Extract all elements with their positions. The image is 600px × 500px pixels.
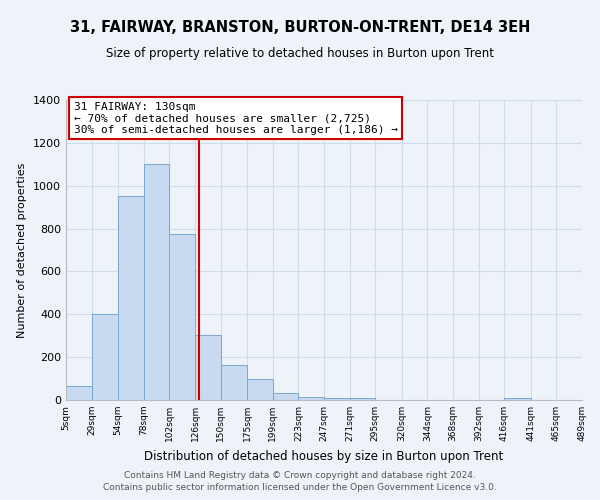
- Bar: [504, 398, 531, 400]
- Text: 31 FAIRWAY: 130sqm
← 70% of detached houses are smaller (2,725)
30% of semi-deta: 31 FAIRWAY: 130sqm ← 70% of detached hou…: [74, 102, 398, 134]
- Bar: [324, 398, 350, 400]
- Bar: [195, 334, 221, 400]
- Text: Contains public sector information licensed under the Open Government Licence v3: Contains public sector information licen…: [103, 484, 497, 492]
- X-axis label: Distribution of detached houses by size in Burton upon Trent: Distribution of detached houses by size …: [145, 450, 503, 462]
- Bar: [247, 378, 273, 400]
- Y-axis label: Number of detached properties: Number of detached properties: [17, 162, 28, 338]
- Text: Size of property relative to detached houses in Burton upon Trent: Size of property relative to detached ho…: [106, 48, 494, 60]
- Bar: [298, 397, 324, 400]
- Bar: [221, 364, 247, 400]
- Bar: [92, 314, 118, 400]
- Bar: [350, 398, 375, 400]
- Bar: [66, 386, 92, 400]
- Bar: [118, 196, 144, 400]
- Bar: [169, 234, 195, 400]
- Text: Contains HM Land Registry data © Crown copyright and database right 2024.: Contains HM Land Registry data © Crown c…: [124, 471, 476, 480]
- Bar: [144, 164, 169, 400]
- Text: 31, FAIRWAY, BRANSTON, BURTON-ON-TRENT, DE14 3EH: 31, FAIRWAY, BRANSTON, BURTON-ON-TRENT, …: [70, 20, 530, 35]
- Bar: [273, 392, 298, 400]
